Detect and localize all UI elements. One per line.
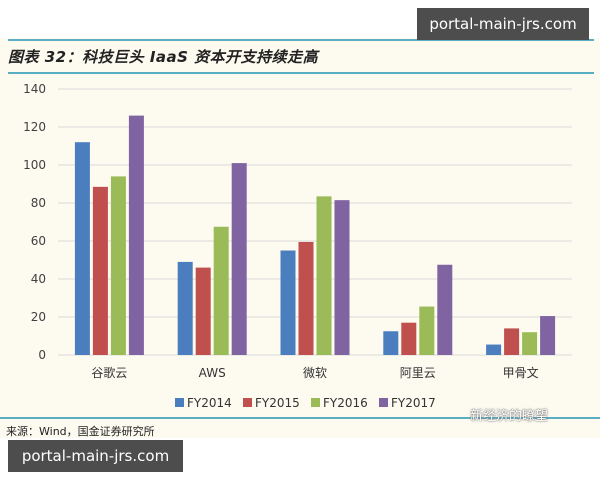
bar-fy2014 [74,142,90,355]
legend-label: FY2015 [255,396,300,410]
wechat-watermark: 新经济的瞭望 [470,409,549,424]
y-tick-label: 20 [31,310,46,324]
legend-swatch [379,398,388,407]
bar-fy2014 [383,331,399,355]
bottom-rule [0,417,600,419]
bar-fy2014 [280,250,296,355]
y-tick-label: 120 [23,120,46,134]
y-tick-label: 60 [31,234,46,248]
legend-swatch [243,398,252,407]
bar-fy2017 [540,316,556,355]
x-category-label: 阿里云 [400,366,436,380]
bar-fy2014 [486,344,502,355]
bar-fy2015 [195,267,211,355]
y-tick-label: 100 [23,158,46,172]
bar-fy2016 [110,176,126,355]
bar-fy2016 [419,306,435,355]
bar-chart: 0 20 40 60 80 100 120 140 谷歌云 AWS 微软 阿里云 甲骨文 FY2014 FY… [23,82,572,410]
bar-fy2015 [92,186,108,355]
bar-fy2015 [401,322,417,355]
title-rule [8,72,594,74]
legend-swatch [175,398,184,407]
y-tick-label: 80 [31,196,46,210]
y-tick-label: 40 [31,272,46,286]
watermark-top: portal-main-jrs.com [417,8,589,40]
chart-title: 图表 32：科技巨头 IaaS 资本开支持续走高 [8,48,319,66]
legend-label: FY2014 [187,396,232,410]
bar-fy2017 [437,264,453,355]
legend-label: FY2016 [323,396,368,410]
x-category-label: 微软 [303,366,327,380]
bar-fy2015 [298,241,314,355]
source-note: 来源：Wind，国金证券研究所 [6,425,155,438]
legend-label: FY2017 [391,396,436,410]
bar-fy2017 [231,163,247,355]
y-tick-label: 0 [38,348,46,362]
watermark-bottom: portal-main-jrs.com [8,440,183,472]
x-category-label: 甲骨文 [503,365,539,380]
x-category-label: 谷歌云 [91,365,127,380]
y-tick-label: 140 [23,82,46,96]
bar-fy2014 [177,261,193,355]
top-rule [8,39,594,41]
bar-fy2017 [128,115,144,355]
bar-fy2016 [522,332,538,355]
x-category-label: AWS [199,366,226,380]
bar-fy2016 [316,196,332,355]
bar-fy2015 [504,328,520,355]
legend-swatch [311,398,320,407]
bar-fy2017 [334,200,350,355]
bar-fy2016 [213,226,229,355]
